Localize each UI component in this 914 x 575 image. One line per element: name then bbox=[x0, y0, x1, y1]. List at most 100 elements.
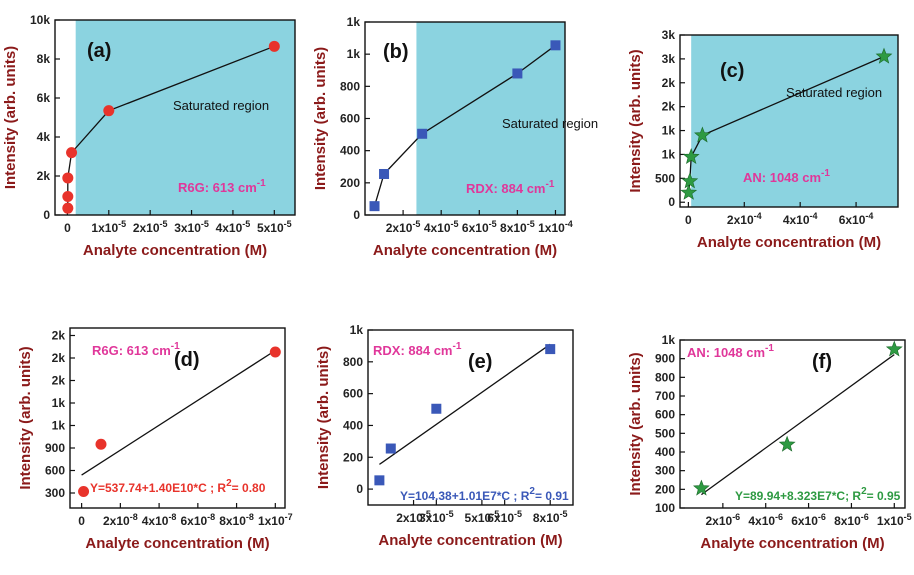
y-tick-label: 3k bbox=[662, 28, 676, 42]
data-point bbox=[680, 183, 698, 200]
x-tick-label: 4x10-4 bbox=[783, 211, 818, 227]
data-point bbox=[681, 172, 699, 189]
x-tick-label: 5x10-5 bbox=[257, 219, 292, 235]
x-tick-label: 3x10-5 bbox=[174, 219, 209, 235]
y-tick-label: 600 bbox=[45, 464, 65, 478]
y-axis-title: Intensity (arb. units) bbox=[312, 47, 329, 190]
peak-label: R6G: 613 cm-1 bbox=[92, 341, 180, 358]
x-tick-label: 8x10-6 bbox=[834, 512, 869, 528]
data-point bbox=[417, 128, 428, 139]
saturated-region bbox=[416, 22, 565, 215]
data-point bbox=[385, 443, 396, 454]
peak-label: AN: 1048 cm-1 bbox=[687, 343, 774, 360]
saturated-region bbox=[691, 35, 898, 207]
plot-frame bbox=[679, 34, 899, 208]
y-tick-label: 1k bbox=[52, 419, 66, 433]
data-point bbox=[885, 340, 903, 357]
x-tick-label: 8x10-5 bbox=[533, 509, 568, 525]
y-tick-label: 1k bbox=[662, 124, 676, 138]
y-tick-label: 300 bbox=[655, 464, 675, 478]
x-tick-label: 2x10-5 bbox=[133, 219, 168, 235]
y-tick-label: 0 bbox=[356, 482, 363, 496]
x-axis-title: Analyte concentration (M) bbox=[373, 242, 557, 259]
y-tick-label: 2k bbox=[52, 351, 66, 365]
chart-panel-a: 0 2k 4k 6k 8k 10k 0 1x10-5 2x10-5 3x10-5 4x10-5 5x1… bbox=[2, 13, 296, 259]
peak-label: RDX: 884 cm-1 bbox=[466, 179, 555, 196]
panel-label: (e) bbox=[468, 351, 492, 373]
peak-label: R6G: 613 cm-1 bbox=[178, 178, 266, 195]
x-tick-label: 0 bbox=[685, 213, 692, 227]
region-label: Saturated region bbox=[173, 98, 269, 113]
data-point bbox=[78, 486, 90, 497]
panel-label: (c) bbox=[720, 60, 744, 82]
panel-label: (a) bbox=[87, 40, 111, 62]
fit-equation: Y=537.74+1.40E10*C ; R2= 0.80 bbox=[90, 478, 266, 495]
x-tick-label: 8x10-8 bbox=[219, 512, 254, 528]
y-tick-label: 3k bbox=[662, 52, 676, 66]
x-tick-label: 0 bbox=[78, 514, 85, 528]
x-axis-title: Analyte concentration (M) bbox=[83, 242, 267, 259]
plot-frame bbox=[367, 329, 574, 506]
y-tick-label: 600 bbox=[340, 112, 360, 126]
data-point bbox=[62, 202, 74, 214]
data-point bbox=[550, 40, 561, 51]
x-tick-label: 6x10-5 bbox=[487, 509, 522, 525]
x-tick-label: 5x10-5 bbox=[465, 509, 500, 525]
y-tick-label: 900 bbox=[655, 352, 675, 366]
y-tick-label: 1k bbox=[347, 15, 361, 29]
data-point bbox=[545, 344, 556, 355]
y-tick-label: 1k bbox=[347, 47, 361, 61]
x-tick-label: 3x10-5 bbox=[419, 509, 454, 525]
y-axis-title: Intensity (arb. units) bbox=[17, 346, 34, 489]
y-tick-label: 0 bbox=[43, 208, 50, 222]
fit-equation: Y=104.38+1.01E7*C ; R2= 0.91 bbox=[400, 486, 569, 503]
y-tick-label: 800 bbox=[340, 79, 360, 93]
x-axis-title: Analyte concentration (M) bbox=[697, 234, 881, 251]
plot-frame bbox=[679, 339, 906, 509]
data-point bbox=[268, 40, 280, 52]
data-point bbox=[269, 346, 281, 358]
y-tick-label: 1k bbox=[662, 333, 676, 347]
fit-equation: Y=89.94+8.323E7*C; R2= 0.95 bbox=[735, 486, 901, 503]
panel-label: (d) bbox=[174, 349, 200, 371]
x-tick-label: 2x10-6 bbox=[705, 512, 740, 528]
fit-line bbox=[81, 349, 276, 476]
data-point bbox=[379, 168, 390, 179]
x-tick-label: 6x10-6 bbox=[791, 512, 826, 528]
y-tick-label: 200 bbox=[340, 176, 360, 190]
x-tick-label: 4x10-5 bbox=[424, 219, 459, 235]
x-axis-title: Analyte concentration (M) bbox=[85, 535, 269, 552]
x-axis-title: Analyte concentration (M) bbox=[700, 535, 884, 552]
x-tick-label: 1x10-5 bbox=[877, 512, 912, 528]
y-tick-label: 6k bbox=[37, 91, 51, 105]
x-axis-title: Analyte concentration (M) bbox=[378, 532, 562, 549]
panel-label: (f) bbox=[812, 351, 832, 373]
peak-label: AN: 1048 cm-1 bbox=[743, 168, 830, 185]
data-point bbox=[62, 190, 74, 202]
y-tick-label: 2k bbox=[52, 374, 66, 388]
data-point bbox=[374, 475, 385, 486]
chart-panel-d: 300 600 900 1k 1k 2k 2k 2k 0 2x10-8 4x10-8 6x10-8 8x… bbox=[17, 327, 293, 552]
x-tick-label: 4x10-5 bbox=[216, 219, 251, 235]
y-tick-label: 2k bbox=[662, 100, 676, 114]
x-tick-label: 8x10-5 bbox=[500, 219, 535, 235]
y-tick-label: 900 bbox=[45, 441, 65, 455]
data-point bbox=[95, 438, 107, 450]
y-tick-label: 1k bbox=[52, 396, 66, 410]
data-point bbox=[369, 201, 380, 212]
data-point bbox=[694, 126, 711, 143]
data-point bbox=[62, 172, 74, 184]
x-tick-label: 6x10-4 bbox=[839, 211, 874, 227]
y-tick-label: 300 bbox=[45, 486, 65, 500]
y-tick-label: 4k bbox=[37, 130, 51, 144]
y-tick-label: 400 bbox=[340, 144, 360, 158]
data-point bbox=[682, 147, 700, 164]
y-tick-label: 1k bbox=[350, 323, 364, 337]
data-point bbox=[693, 479, 710, 496]
y-tick-label: 500 bbox=[655, 171, 675, 185]
chart-panel-f: 100 200 300 400 500 600 700 800 900 1k 2x10-6 4x10-… bbox=[627, 333, 912, 552]
y-tick-label: 8k bbox=[37, 52, 51, 66]
y-axis-title: Intensity (arb. units) bbox=[315, 346, 332, 489]
y-axis-title: Intensity (arb. units) bbox=[627, 352, 644, 495]
y-tick-label: 2k bbox=[662, 76, 676, 90]
